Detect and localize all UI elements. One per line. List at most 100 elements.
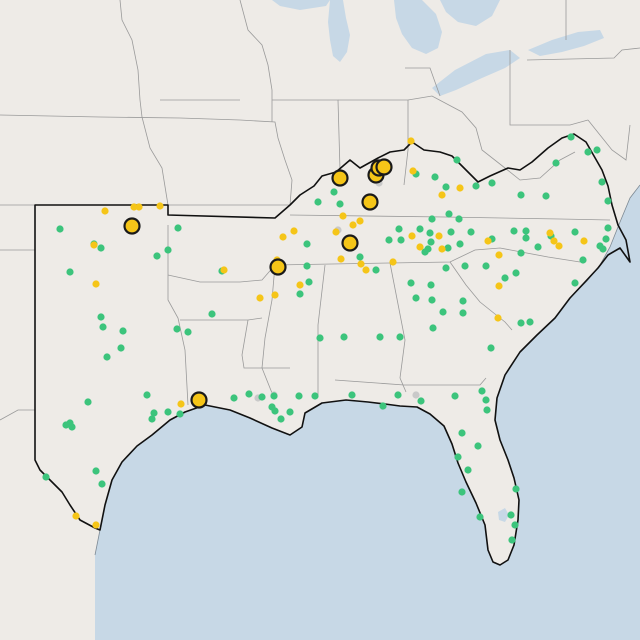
green-marker[interactable] bbox=[478, 387, 486, 395]
green-marker[interactable] bbox=[397, 236, 405, 244]
large-yellow-marker[interactable] bbox=[190, 391, 208, 409]
green-marker[interactable] bbox=[150, 409, 158, 417]
green-marker[interactable] bbox=[598, 178, 606, 186]
green-marker[interactable] bbox=[596, 242, 604, 250]
green-marker[interactable] bbox=[508, 536, 516, 544]
green-marker[interactable] bbox=[458, 488, 466, 496]
green-marker[interactable] bbox=[439, 308, 447, 316]
yellow-marker[interactable] bbox=[92, 280, 100, 288]
green-marker[interactable] bbox=[456, 240, 464, 248]
green-marker[interactable] bbox=[461, 262, 469, 270]
green-marker[interactable] bbox=[487, 344, 495, 352]
yellow-marker[interactable] bbox=[416, 243, 424, 251]
green-marker[interactable] bbox=[447, 228, 455, 236]
green-marker[interactable] bbox=[245, 390, 253, 398]
green-marker[interactable] bbox=[579, 256, 587, 264]
green-marker[interactable] bbox=[314, 198, 322, 206]
green-marker[interactable] bbox=[476, 513, 484, 521]
green-marker[interactable] bbox=[517, 191, 525, 199]
green-marker[interactable] bbox=[311, 392, 319, 400]
large-yellow-marker[interactable] bbox=[123, 217, 141, 235]
green-marker[interactable] bbox=[517, 319, 525, 327]
green-marker[interactable] bbox=[385, 236, 393, 244]
yellow-marker[interactable] bbox=[290, 227, 298, 235]
yellow-marker[interactable] bbox=[332, 228, 340, 236]
yellow-marker[interactable] bbox=[495, 251, 503, 259]
yellow-marker[interactable] bbox=[438, 191, 446, 199]
green-marker[interactable] bbox=[230, 394, 238, 402]
yellow-marker[interactable] bbox=[435, 232, 443, 240]
green-marker[interactable] bbox=[584, 148, 592, 156]
green-marker[interactable] bbox=[459, 297, 467, 305]
green-marker[interactable] bbox=[271, 407, 279, 415]
green-marker[interactable] bbox=[567, 133, 575, 141]
green-marker[interactable] bbox=[42, 473, 50, 481]
green-marker[interactable] bbox=[507, 511, 515, 519]
large-yellow-marker[interactable] bbox=[269, 258, 287, 276]
yellow-marker[interactable] bbox=[92, 521, 100, 529]
yellow-marker[interactable] bbox=[494, 314, 502, 322]
green-marker[interactable] bbox=[488, 179, 496, 187]
yellow-marker[interactable] bbox=[220, 266, 228, 274]
green-marker[interactable] bbox=[286, 408, 294, 416]
green-marker[interactable] bbox=[427, 238, 435, 246]
green-marker[interactable] bbox=[482, 262, 490, 270]
green-marker[interactable] bbox=[174, 224, 182, 232]
yellow-marker[interactable] bbox=[362, 266, 370, 274]
yellow-marker[interactable] bbox=[438, 245, 446, 253]
green-marker[interactable] bbox=[56, 225, 64, 233]
yellow-marker[interactable] bbox=[296, 281, 304, 289]
green-marker[interactable] bbox=[92, 467, 100, 475]
green-marker[interactable] bbox=[512, 485, 520, 493]
green-marker[interactable] bbox=[542, 192, 550, 200]
green-marker[interactable] bbox=[427, 281, 435, 289]
yellow-marker[interactable] bbox=[135, 203, 143, 211]
large-yellow-marker[interactable] bbox=[361, 193, 379, 211]
green-marker[interactable] bbox=[396, 333, 404, 341]
yellow-marker[interactable] bbox=[550, 237, 558, 245]
yellow-marker[interactable] bbox=[339, 212, 347, 220]
yellow-marker[interactable] bbox=[546, 229, 554, 237]
green-marker[interactable] bbox=[330, 188, 338, 196]
yellow-marker[interactable] bbox=[349, 221, 357, 229]
green-marker[interactable] bbox=[62, 421, 70, 429]
green-marker[interactable] bbox=[474, 442, 482, 450]
green-marker[interactable] bbox=[66, 268, 74, 276]
large-yellow-marker[interactable] bbox=[341, 234, 359, 252]
green-marker[interactable] bbox=[277, 415, 285, 423]
green-marker[interactable] bbox=[455, 215, 463, 223]
green-marker[interactable] bbox=[444, 244, 452, 252]
green-marker[interactable] bbox=[534, 243, 542, 251]
yellow-marker[interactable] bbox=[271, 291, 279, 299]
yellow-marker[interactable] bbox=[495, 282, 503, 290]
green-marker[interactable] bbox=[372, 266, 380, 274]
green-marker[interactable] bbox=[208, 310, 216, 318]
green-marker[interactable] bbox=[593, 146, 601, 154]
green-marker[interactable] bbox=[99, 323, 107, 331]
green-marker[interactable] bbox=[602, 235, 610, 243]
green-marker[interactable] bbox=[258, 393, 266, 401]
green-marker[interactable] bbox=[571, 228, 579, 236]
green-marker[interactable] bbox=[526, 318, 534, 326]
green-marker[interactable] bbox=[428, 215, 436, 223]
green-marker[interactable] bbox=[303, 240, 311, 248]
green-marker[interactable] bbox=[511, 521, 519, 529]
green-marker[interactable] bbox=[379, 402, 387, 410]
green-marker[interactable] bbox=[510, 227, 518, 235]
green-marker[interactable] bbox=[303, 262, 311, 270]
green-marker[interactable] bbox=[431, 173, 439, 181]
green-marker[interactable] bbox=[173, 325, 181, 333]
green-marker[interactable] bbox=[426, 229, 434, 237]
yellow-marker[interactable] bbox=[456, 184, 464, 192]
large-yellow-marker[interactable] bbox=[375, 158, 393, 176]
yellow-marker[interactable] bbox=[130, 203, 138, 211]
green-marker[interactable] bbox=[143, 391, 151, 399]
green-marker[interactable] bbox=[458, 429, 466, 437]
green-marker[interactable] bbox=[445, 210, 453, 218]
green-marker[interactable] bbox=[117, 344, 125, 352]
green-marker[interactable] bbox=[416, 225, 424, 233]
green-marker[interactable] bbox=[348, 391, 356, 399]
green-marker[interactable] bbox=[501, 274, 509, 282]
